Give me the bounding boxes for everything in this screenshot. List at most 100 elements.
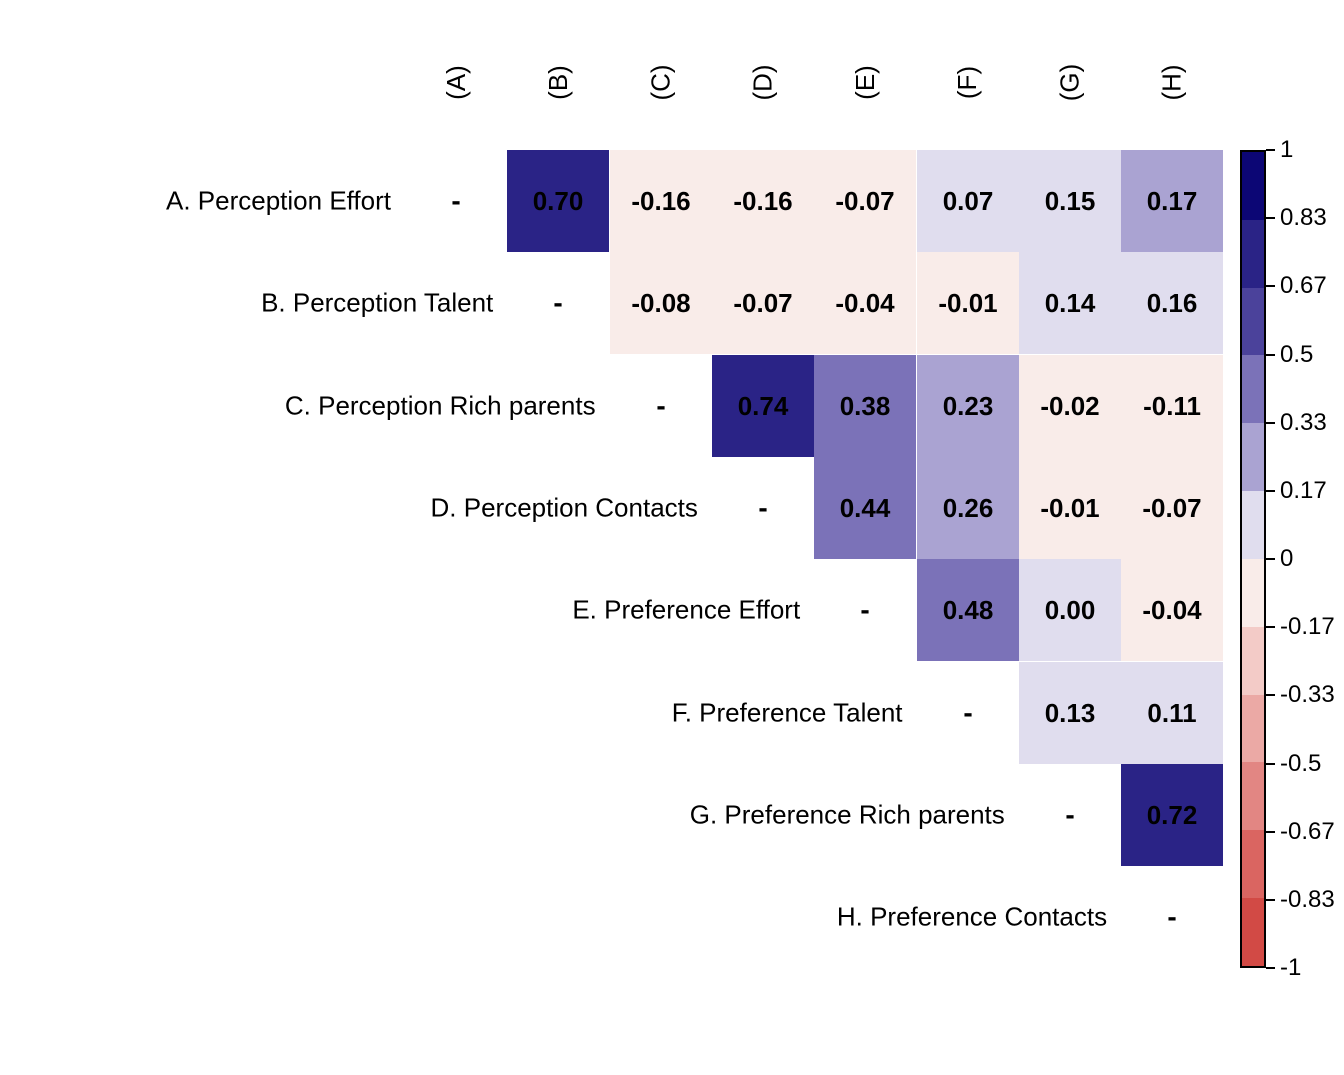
matrix-cell: 0.00 [1019, 559, 1121, 661]
colorbar-tick-label: -0.83 [1280, 885, 1335, 913]
row-label: D. Perception Contacts [430, 492, 698, 523]
matrix-cell: -0.07 [1121, 457, 1223, 559]
column-header-label: (D) [747, 63, 778, 101]
matrix-diagonal-cell: - [1121, 866, 1223, 968]
matrix-cell: -0.08 [610, 252, 712, 354]
column-header-label: (B) [542, 64, 573, 100]
matrix-diagonal-cell: - [405, 150, 507, 252]
matrix-cell: 0.13 [1019, 662, 1121, 764]
colorbar-tick-label: -1 [1280, 954, 1302, 981]
matrix-cell: 0.38 [814, 355, 916, 457]
matrix-cell: -0.04 [1121, 559, 1223, 661]
colorbar-tick-label: 0.17 [1280, 476, 1327, 504]
matrix-cell: -0.01 [1019, 457, 1121, 559]
column-header-label: (H) [1156, 63, 1187, 101]
column-header-label: (C) [645, 63, 676, 101]
row-label: G. Preference Rich parents [689, 799, 1005, 830]
colorbar-tick-label: 0.5 [1280, 340, 1314, 368]
colorbar-tick [1266, 149, 1275, 151]
row-label: E. Preference Effort [572, 594, 801, 625]
column-header-label: (F) [952, 65, 983, 99]
column-header: (H) [1155, 22, 1189, 142]
colorbar-tick [1266, 558, 1275, 560]
row-label: F. Preference Talent [671, 697, 903, 728]
colorbar-tick [1266, 285, 1275, 288]
colorbar-tick [1266, 830, 1275, 833]
matrix-cell: 0.15 [1019, 150, 1121, 252]
column-header: (F) [951, 22, 985, 142]
colorbar-tick-label: -0.5 [1280, 749, 1322, 777]
colorbar-band [1242, 219, 1264, 288]
matrix-cell: 0.74 [712, 355, 814, 457]
matrix-cell: -0.01 [917, 252, 1019, 354]
matrix-cell: 0.23 [917, 355, 1019, 457]
colorbar-tick-label: -0.33 [1280, 681, 1335, 709]
matrix-cell: 0.07 [917, 150, 1019, 252]
colorbar-tick-label: 0 [1280, 545, 1294, 572]
matrix-cell: 0.70 [507, 150, 609, 252]
colorbar-tick [1266, 353, 1275, 356]
colorbar-tick-label: 0.83 [1280, 204, 1327, 232]
colorbar-band [1242, 491, 1264, 559]
matrix-cell: 0.26 [917, 457, 1019, 559]
column-header-label: (A) [440, 64, 471, 100]
column-header-label: (G) [1054, 63, 1085, 101]
column-header: (C) [644, 22, 678, 142]
column-header: (A) [439, 22, 473, 142]
colorbar-tick [1266, 421, 1275, 424]
matrix-diagonal-cell: - [917, 662, 1019, 764]
colorbar-tick [1266, 217, 1275, 220]
colorbar-band [1242, 830, 1264, 899]
colorbar-band [1242, 423, 1264, 492]
colorbar-tick-label: 1 [1280, 136, 1294, 163]
colorbar-tick-label: 0.67 [1280, 272, 1327, 300]
matrix-cell: -0.11 [1121, 355, 1223, 457]
matrix-cell: -0.16 [610, 150, 712, 252]
colorbar-tick [1266, 694, 1275, 697]
matrix-cell: 0.17 [1121, 150, 1223, 252]
matrix-cell: 0.14 [1019, 252, 1121, 354]
colorbar-band [1242, 694, 1264, 763]
row-label: H. Preference Contacts [836, 901, 1108, 932]
colorbar-tick-label: 0.33 [1280, 408, 1327, 436]
column-header: (D) [746, 22, 780, 142]
row-label: A. Perception Effort [166, 185, 391, 216]
matrix-cell: 0.16 [1121, 252, 1223, 354]
matrix-cell: 0.11 [1121, 662, 1223, 764]
matrix-cell: -0.16 [712, 150, 814, 252]
column-header: (E) [848, 22, 882, 142]
column-header-label: (E) [849, 64, 880, 100]
matrix-cell: -0.04 [814, 252, 916, 354]
colorbar-tick [1266, 489, 1275, 492]
colorbar-band [1242, 558, 1264, 627]
colorbar-band [1242, 287, 1264, 356]
column-header: (B) [541, 22, 575, 142]
colorbar [1240, 150, 1266, 968]
matrix-cell: 0.44 [814, 457, 916, 559]
colorbar-tick [1266, 967, 1275, 969]
matrix-diagonal-cell: - [507, 252, 609, 354]
colorbar-band [1242, 762, 1264, 831]
colorbar-band [1242, 355, 1264, 424]
colorbar-tick-label: -0.17 [1280, 613, 1335, 641]
matrix-cell: -0.07 [814, 150, 916, 252]
matrix-cell: 0.48 [917, 559, 1019, 661]
matrix-diagonal-cell: - [610, 355, 712, 457]
matrix-diagonal-cell: - [712, 457, 814, 559]
matrix-cell: -0.07 [712, 252, 814, 354]
matrix-cell: -0.02 [1019, 355, 1121, 457]
column-header: (G) [1053, 22, 1087, 142]
colorbar-tick [1266, 762, 1275, 765]
matrix-diagonal-cell: - [814, 559, 916, 661]
row-label: C. Perception Rich parents [284, 390, 596, 421]
colorbar-tick [1266, 898, 1275, 901]
colorbar-band [1242, 898, 1264, 966]
colorbar-tick [1266, 626, 1275, 629]
matrix-diagonal-cell: - [1019, 764, 1121, 866]
row-label: B. Perception Talent [261, 287, 494, 318]
colorbar-band [1242, 152, 1264, 220]
colorbar-tick-label: -0.67 [1280, 817, 1335, 845]
matrix-cell: 0.72 [1121, 764, 1223, 866]
colorbar-band [1242, 626, 1264, 695]
